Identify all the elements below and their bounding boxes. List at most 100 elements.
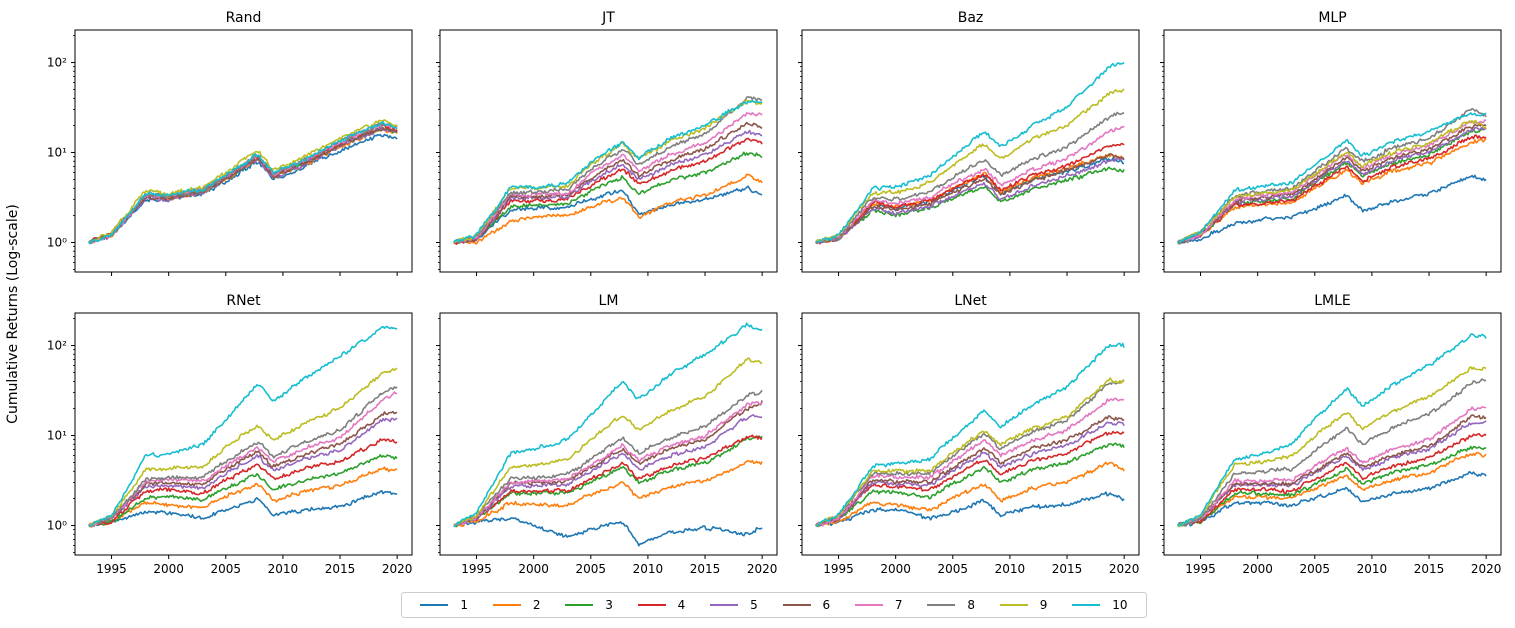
series-line-3 — [453, 435, 763, 528]
series-line-6 — [88, 127, 398, 244]
series-line-4 — [88, 438, 398, 527]
series-line-5 — [815, 421, 1125, 527]
series-line-8 — [1177, 378, 1487, 527]
series-line-4 — [453, 137, 763, 245]
series-line-8 — [453, 96, 763, 244]
panel-jt: JT — [436, 10, 778, 276]
series-line-4 — [815, 142, 1125, 244]
x-tick-label: 2000 — [880, 562, 911, 576]
x-tick-label: 2010 — [1357, 562, 1388, 576]
series-line-5 — [453, 414, 763, 527]
x-tick-label: 2020 — [1109, 562, 1140, 576]
panel-title: Rand — [226, 10, 262, 26]
axes-frame — [74, 312, 413, 556]
series-line-5 — [815, 157, 1125, 245]
legend-label: 10 — [1112, 598, 1128, 612]
panel-lmle: LMLE 1995 2000 2005 2010 2015 2020 — [1160, 293, 1502, 576]
x-tick-label: 2000 — [518, 562, 549, 576]
series-line-9 — [815, 377, 1125, 527]
series-line-8 — [815, 380, 1125, 527]
legend-swatch — [927, 604, 956, 606]
axes-frame — [1163, 312, 1502, 556]
series-line-2 — [1177, 451, 1487, 527]
series-line-9 — [88, 367, 398, 527]
x-tick-label: 2010 — [995, 562, 1026, 576]
axes-frame — [74, 29, 413, 273]
panel-title: RNet — [226, 293, 261, 309]
series-line-4 — [453, 434, 763, 527]
panel-lnet: LNet 1995 2000 2005 2010 2015 2020 — [798, 293, 1140, 576]
series-line-3 — [815, 166, 1125, 243]
y-tick-label: 10¹ — [47, 146, 67, 160]
series-line-9 — [815, 88, 1125, 243]
series-line-10 — [88, 120, 398, 245]
series-line-2 — [453, 173, 763, 245]
x-tick-label: 2015 — [1414, 562, 1445, 576]
x-tick-label: 1995 — [1185, 562, 1216, 576]
series-line-2 — [453, 459, 763, 528]
y-tick-label: 10⁰ — [47, 235, 67, 249]
x-tick-label: 2005 — [576, 562, 607, 576]
y-tick-label: 10¹ — [47, 429, 67, 443]
series-line-1 — [1177, 174, 1487, 244]
legend-swatch — [782, 604, 811, 606]
panel-baz: Baz — [798, 10, 1140, 276]
series-line-3 — [88, 125, 398, 244]
legend-swatch — [637, 604, 666, 606]
series-line-1 — [88, 133, 398, 244]
series-line-8 — [1177, 107, 1487, 245]
legend-item-4: 4 — [637, 598, 685, 612]
legend-swatch — [420, 604, 449, 606]
series-line-3 — [1177, 127, 1487, 245]
series-line-8 — [453, 389, 763, 528]
series-line-8 — [88, 386, 398, 527]
series-line-10 — [453, 322, 763, 528]
series-line-5 — [453, 129, 763, 244]
x-tick-label: 1995 — [823, 562, 854, 576]
series-line-10 — [1177, 112, 1487, 244]
axes-frame — [801, 312, 1140, 556]
series-line-9 — [1177, 366, 1487, 527]
series-line-3 — [453, 151, 763, 245]
legend-swatch — [492, 604, 521, 606]
legend-item-7: 7 — [854, 598, 903, 612]
series-line-3 — [88, 454, 398, 528]
x-tick-label: 1995 — [461, 562, 492, 576]
legend-swatch — [854, 604, 883, 606]
series-line-9 — [453, 357, 763, 527]
x-tick-label: 2000 — [153, 562, 184, 576]
legend-label: 8 — [967, 598, 975, 612]
series-line-3 — [1177, 445, 1487, 528]
axes-frame — [439, 312, 778, 556]
series-line-6 — [815, 153, 1125, 245]
series-line-7 — [453, 401, 763, 527]
series-line-2 — [1177, 138, 1487, 245]
legend-label: 5 — [750, 598, 758, 612]
panel-title: MLP — [1318, 10, 1346, 26]
series-line-7 — [1177, 119, 1487, 244]
series-line-10 — [88, 325, 398, 527]
series-line-6 — [815, 415, 1125, 527]
axes-frame — [439, 29, 778, 273]
axes-frame — [1163, 29, 1502, 273]
series-line-7 — [1177, 406, 1487, 527]
legend-item-5: 5 — [710, 598, 758, 612]
y-tick-label: 10² — [47, 339, 67, 353]
series-line-8 — [815, 111, 1125, 244]
x-tick-label: 2005 — [1300, 562, 1331, 576]
series-line-2 — [88, 127, 398, 244]
x-tick-label: 2000 — [1242, 562, 1273, 576]
x-tick-label: 2020 — [382, 562, 413, 576]
series-line-10 — [453, 99, 763, 243]
panel-title: JT — [601, 10, 615, 26]
series-line-6 — [1177, 123, 1487, 245]
x-tick-label: 2010 — [633, 562, 664, 576]
series-line-7 — [453, 112, 763, 243]
series-line-1 — [815, 157, 1125, 244]
legend-item-3: 3 — [565, 598, 613, 612]
series-line-6 — [88, 410, 398, 527]
legend-label: 6 — [822, 598, 831, 612]
x-tick-label: 2015 — [690, 562, 721, 576]
legend-swatch — [565, 604, 594, 606]
